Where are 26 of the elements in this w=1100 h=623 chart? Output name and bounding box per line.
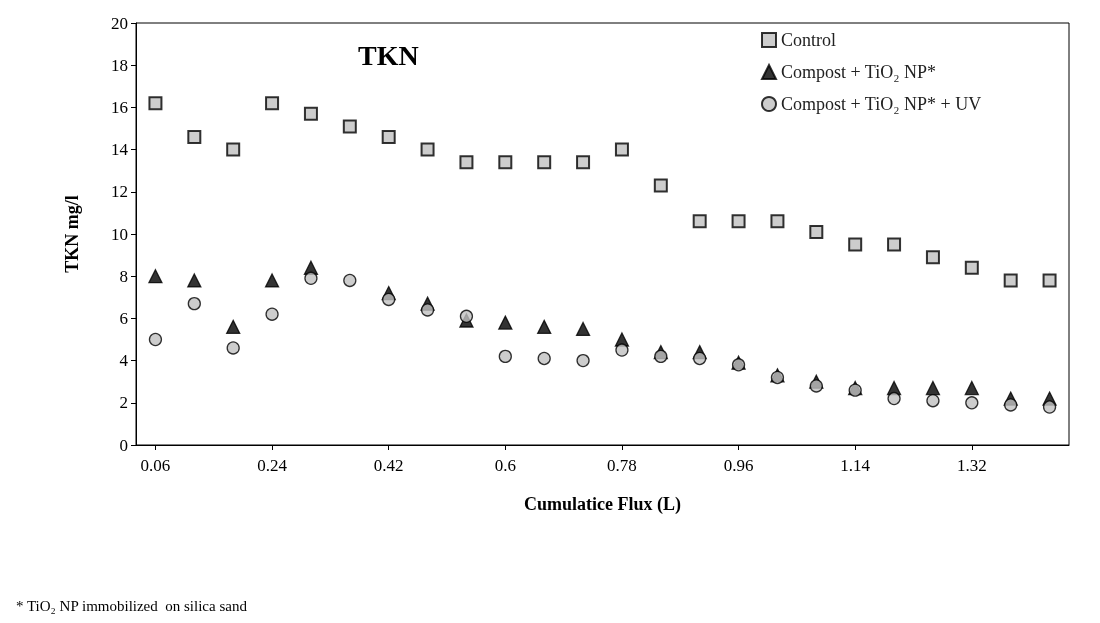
y-tick-label: 14 <box>111 140 129 160</box>
x-tick-label: 0.42 <box>373 456 404 475</box>
y-axis-title: TKN mg/l <box>62 195 82 273</box>
x-tick-label: 0.06 <box>140 456 171 475</box>
legend-label: Compost + TiO₂ NP* <box>781 62 936 82</box>
x-tick-label: 0.96 <box>723 456 754 475</box>
x-tick-label: 1.32 <box>956 456 987 475</box>
y-tick-label: 16 <box>111 97 128 117</box>
x-tick-label: 0.24 <box>257 456 288 475</box>
text: TKN <box>358 39 419 71</box>
x-tick-label: 0.6 <box>494 456 516 475</box>
y-tick-label: 18 <box>111 55 128 75</box>
text: * TiO₂ NP immobilized on silica sand <box>16 597 248 614</box>
y-tick-label: 0 <box>119 435 128 455</box>
y-tick-label: 10 <box>111 224 128 244</box>
x-tick-label: 1.14 <box>840 456 871 475</box>
y-tick-label: 2 <box>119 393 128 413</box>
y-tick-label: 8 <box>119 266 128 286</box>
y-tick-label: 12 <box>111 182 128 202</box>
x-axis-title: Cumulatice Flux (L) <box>524 494 681 515</box>
y-tick-label: 20 <box>111 13 128 33</box>
y-tick-label: 6 <box>119 308 128 328</box>
legend-label: Control <box>781 30 837 50</box>
x-tick-label: 0.78 <box>607 456 637 475</box>
legend-label: Compost + TiO₂ NP* + UV <box>781 94 982 114</box>
y-tick-label: 4 <box>119 351 129 371</box>
